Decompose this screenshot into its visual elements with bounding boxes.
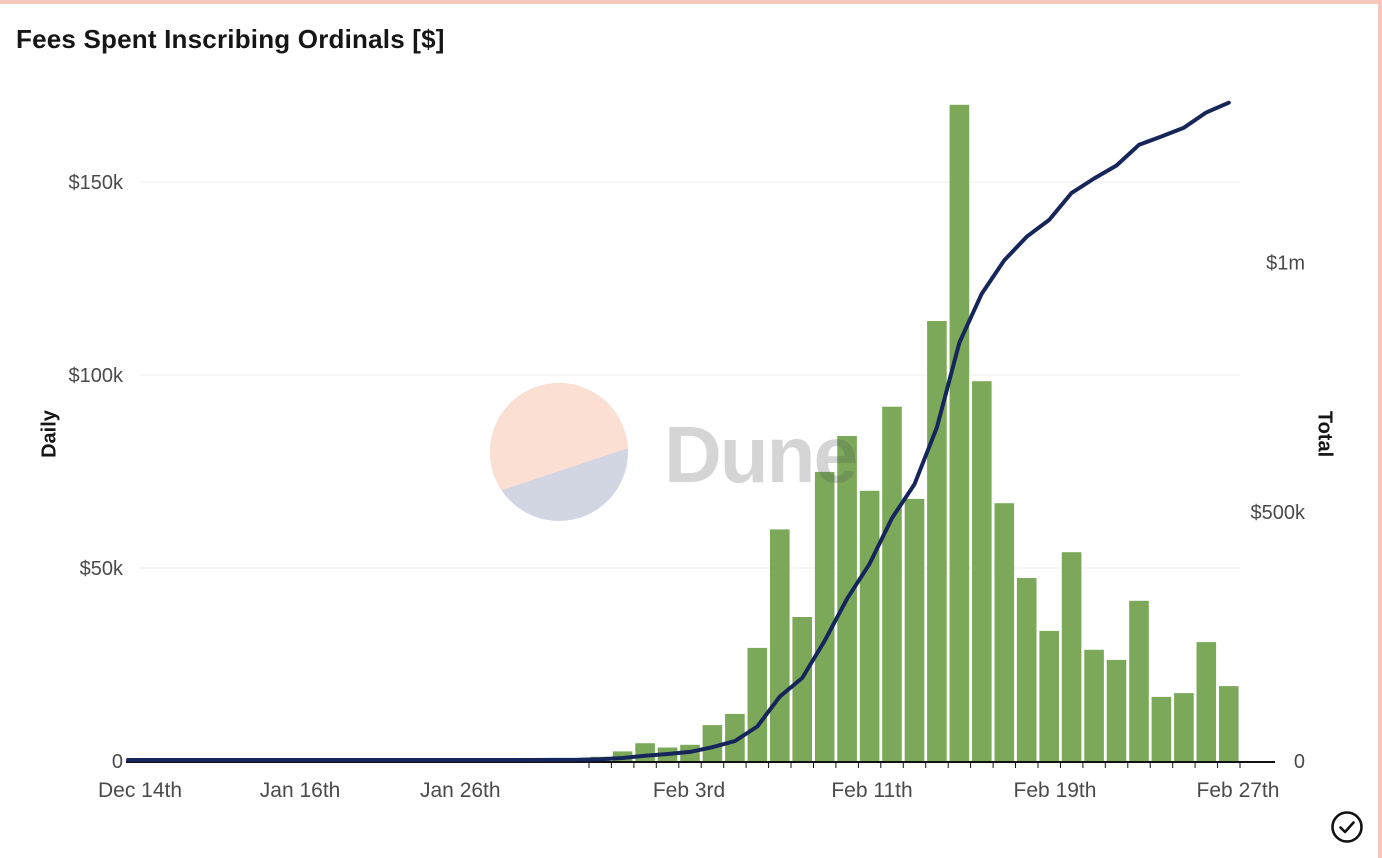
success-check-icon[interactable] <box>1328 808 1366 846</box>
svg-text:$50k: $50k <box>80 558 124 580</box>
svg-text:$1m: $1m <box>1266 253 1305 275</box>
svg-text:Jan 26th: Jan 26th <box>420 779 501 802</box>
svg-text:0: 0 <box>1294 751 1305 773</box>
svg-text:0: 0 <box>112 751 123 773</box>
fees-chart-plot: 0 $50k $100k $150k 0 $500k $1m Dec 14th Jan 16th… <box>69 100 1306 802</box>
svg-text:$100k: $100k <box>69 365 124 387</box>
right-axis-title: Total <box>1313 410 1336 458</box>
chart-title: Fees Spent Inscribing Ordinals [$] <box>16 24 445 54</box>
svg-text:Jan 16th: Jan 16th <box>260 779 341 802</box>
left-axis-title: Daily <box>38 410 61 458</box>
svg-text:Dec 14th: Dec 14th <box>98 779 182 802</box>
svg-text:$150k: $150k <box>69 172 124 194</box>
svg-text:Feb 19th: Feb 19th <box>1014 779 1097 802</box>
svg-text:Feb 11th: Feb 11th <box>831 779 912 802</box>
svg-text:Feb 27th: Feb 27th <box>1197 779 1280 802</box>
svg-text:$500k: $500k <box>1251 502 1306 524</box>
svg-text:Feb 3rd: Feb 3rd <box>653 779 725 802</box>
